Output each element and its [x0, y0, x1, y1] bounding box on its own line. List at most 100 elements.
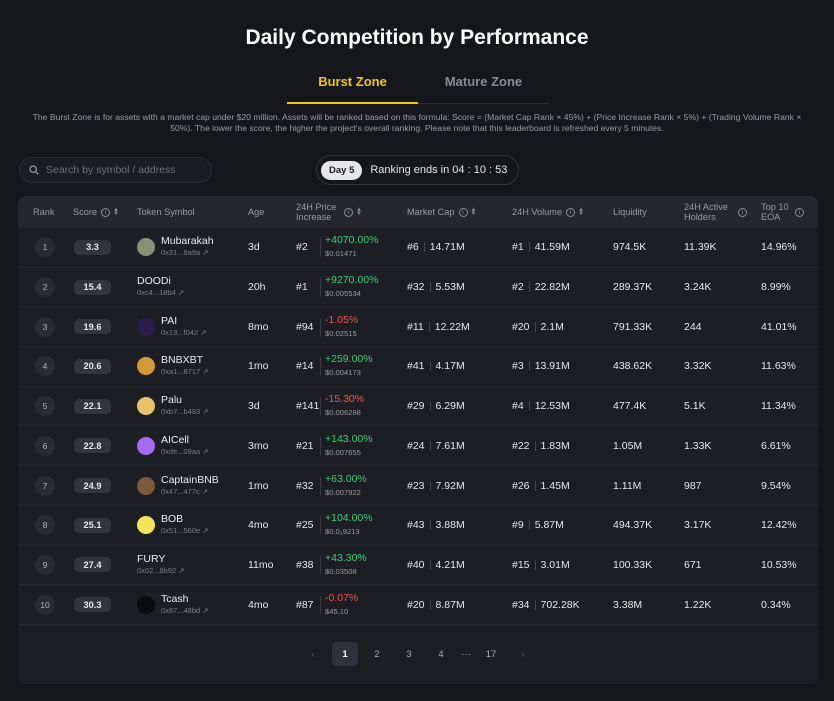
token-name[interactable]: Tcash [161, 592, 189, 605]
sort-icon[interactable]: ▲ ▼ [356, 207, 362, 217]
external-link-icon[interactable]: ↗ [202, 605, 209, 615]
rank-badge: 4 [35, 356, 55, 377]
price-change: +9270.00% [325, 274, 379, 287]
token-name[interactable]: BNBXBT [161, 354, 204, 367]
mcap-rank: #20 [407, 598, 425, 611]
top10-eoa: 8.99% [761, 281, 791, 294]
market-cap: 8.87M [435, 598, 465, 611]
page-last[interactable]: 17 [485, 648, 497, 660]
day-badge[interactable]: Day 5 [321, 160, 363, 180]
token-address[interactable]: 0x51...560e ↗ [161, 526, 209, 536]
token-address[interactable]: 0x31...8a9a ↗ [161, 248, 209, 258]
table-row[interactable]: 5 22.1 Palu 0xb7...b483 ↗ 3d #141 -15.30… [18, 387, 818, 427]
token-cell[interactable]: Mubarakah 0x31...8a9a ↗ [137, 228, 214, 267]
market-cap: 3.88M [435, 519, 465, 532]
token-name[interactable]: BOB [161, 513, 184, 526]
table-row[interactable]: 8 25.1 BOB 0x51...560e ↗ 4mo #25 +104.00… [18, 506, 818, 546]
zone-description: The Burst Zone is for assets with a mark… [32, 112, 802, 133]
search-input[interactable] [46, 164, 196, 176]
sort-icon[interactable]: ▲ ▼ [578, 207, 585, 217]
token-cell[interactable]: BOB 0x51...560e ↗ [137, 506, 209, 545]
header-price-increase[interactable]: 24H Price Increase i ▲ ▼ [296, 202, 362, 222]
external-link-icon[interactable]: ↗ [177, 288, 185, 298]
liquidity: 1.05M [613, 439, 643, 452]
page-1[interactable]: 1 [332, 642, 358, 666]
external-link-icon[interactable]: ↗ [202, 248, 209, 258]
mcap-rank: #6 [407, 241, 419, 254]
token-cell[interactable]: Palu 0xb7...b483 ↗ [137, 387, 209, 426]
token-name[interactable]: FURY [137, 552, 166, 565]
info-icon[interactable]: i [344, 207, 353, 217]
header-market-cap[interactable]: Market Cap i ▲ ▼ [407, 207, 477, 217]
token-cell[interactable]: Tcash 0x87...48bd ↗ [137, 585, 209, 624]
info-icon[interactable]: i [795, 207, 804, 217]
token-cell[interactable]: PAI 0x13...f042 ↗ [137, 307, 207, 346]
table-row[interactable]: 6 22.8 AICell 0xde...09aa ↗ 3mo #21 +143… [18, 427, 818, 467]
volume-rank: #22 [512, 439, 530, 452]
token-price: $45.10 [325, 606, 349, 616]
table-row[interactable]: 3 19.6 PAI 0x13...f042 ↗ 8mo #94 -1.05% $… [18, 307, 818, 348]
token-name[interactable]: AICell [161, 433, 190, 446]
table-row[interactable]: 7 24.9 CaptainBNB 0x47...477c ↗ 1mo #32 … [18, 466, 818, 506]
token-address[interactable]: 0xc4...18b4 ↗ [137, 288, 185, 298]
token-name[interactable]: CaptainBNB [161, 473, 219, 486]
token-address[interactable]: 0xa1...8717 ↗ [161, 367, 209, 377]
external-link-icon[interactable]: ↗ [202, 526, 209, 536]
header-active-holders[interactable]: 24H Active Holders i [684, 196, 747, 228]
liquidity: 477.4K [613, 400, 647, 413]
token-address[interactable]: 0x13...f042 ↗ [161, 327, 207, 337]
tab-burst-zone[interactable]: Burst Zone [287, 72, 418, 104]
token-address[interactable]: 0x47...477c ↗ [161, 486, 209, 496]
info-icon[interactable]: i [458, 207, 468, 217]
token-name[interactable]: Mubarakah [161, 235, 214, 248]
table-row[interactable]: 2 15.4 DOODi 0xc4...18b4 ↗ 20h #1 +9270.… [18, 268, 818, 308]
tab-mature-zone[interactable]: Mature Zone [444, 74, 523, 89]
external-link-icon[interactable]: ↗ [202, 446, 209, 456]
external-link-icon[interactable]: ↗ [202, 367, 209, 377]
market-cap: 4.17M [435, 360, 465, 373]
token-address[interactable]: 0xb7...b483 ↗ [161, 407, 209, 417]
mcap-rank: #24 [407, 439, 425, 452]
external-link-icon[interactable]: ↗ [178, 565, 185, 575]
header-top10-eoa[interactable]: Top 10 EOA i [761, 196, 804, 228]
page-4[interactable]: 4 [438, 648, 444, 660]
price-rank: #141 [296, 400, 320, 413]
external-link-icon[interactable]: ↗ [201, 486, 209, 496]
info-icon[interactable]: i [566, 207, 576, 217]
token-cell[interactable]: BNBXBT 0xa1...8717 ↗ [137, 347, 209, 386]
next-page-icon[interactable]: › [521, 648, 525, 660]
external-link-icon[interactable]: ↗ [200, 327, 207, 337]
market-cap: 14.71M [429, 241, 465, 254]
prev-page-icon[interactable]: ‹ [311, 648, 315, 660]
token-cell[interactable]: DOODi 0xc4...18b4 ↗ [137, 268, 184, 307]
page-3[interactable]: 3 [406, 648, 412, 660]
token-cell[interactable]: AICell 0xde...09aa ↗ [137, 427, 209, 466]
search-box[interactable] [19, 157, 212, 183]
active-holders: 671 [684, 558, 702, 571]
token-name[interactable]: DOODi [137, 275, 171, 288]
token-cell[interactable]: FURY 0x02...8b92 ↗ [137, 546, 185, 585]
header-volume[interactable]: 24H Volume i ▲ ▼ [512, 207, 585, 217]
token-address[interactable]: 0x87...48bd ↗ [161, 605, 209, 615]
token-name[interactable]: Palu [161, 394, 183, 407]
page-title: Daily Competition by Performance [245, 26, 589, 49]
token-cell[interactable]: CaptainBNB 0x47...477c ↗ [137, 466, 219, 505]
liquidity: 100.33K [613, 558, 653, 571]
score-pill: 15.4 [74, 279, 111, 295]
table-row[interactable]: 10 30.3 Tcash 0x87...48bd ↗ 4mo #87 -0.0… [18, 585, 818, 625]
info-icon[interactable]: i [738, 207, 747, 217]
header-liquidity: Liquidity [613, 207, 647, 217]
external-link-icon[interactable]: ↗ [202, 407, 209, 417]
page-2[interactable]: 2 [374, 648, 380, 660]
info-icon[interactable]: i [101, 207, 111, 217]
token-address[interactable]: 0xde...09aa ↗ [161, 446, 209, 456]
mcap-rank: #41 [407, 360, 425, 373]
sort-icon[interactable]: ▲ ▼ [470, 207, 477, 217]
table-row[interactable]: 9 27.4 FURY 0x02...8b92 ↗ 11mo #38 +43.3… [18, 546, 818, 586]
token-address[interactable]: 0x02...8b92 ↗ [137, 565, 185, 575]
table-row[interactable]: 4 20.6 BNBXBT 0xa1...8717 ↗ 1mo #14 +259… [18, 347, 818, 387]
header-score[interactable]: Score i ▲ ▼ [73, 207, 119, 217]
sort-icon[interactable]: ▲ ▼ [113, 207, 119, 217]
token-name[interactable]: PAI [161, 314, 178, 327]
table-row[interactable]: 1 3.3 Mubarakah 0x31...8a9a ↗ 3d #2 +407… [18, 228, 818, 268]
